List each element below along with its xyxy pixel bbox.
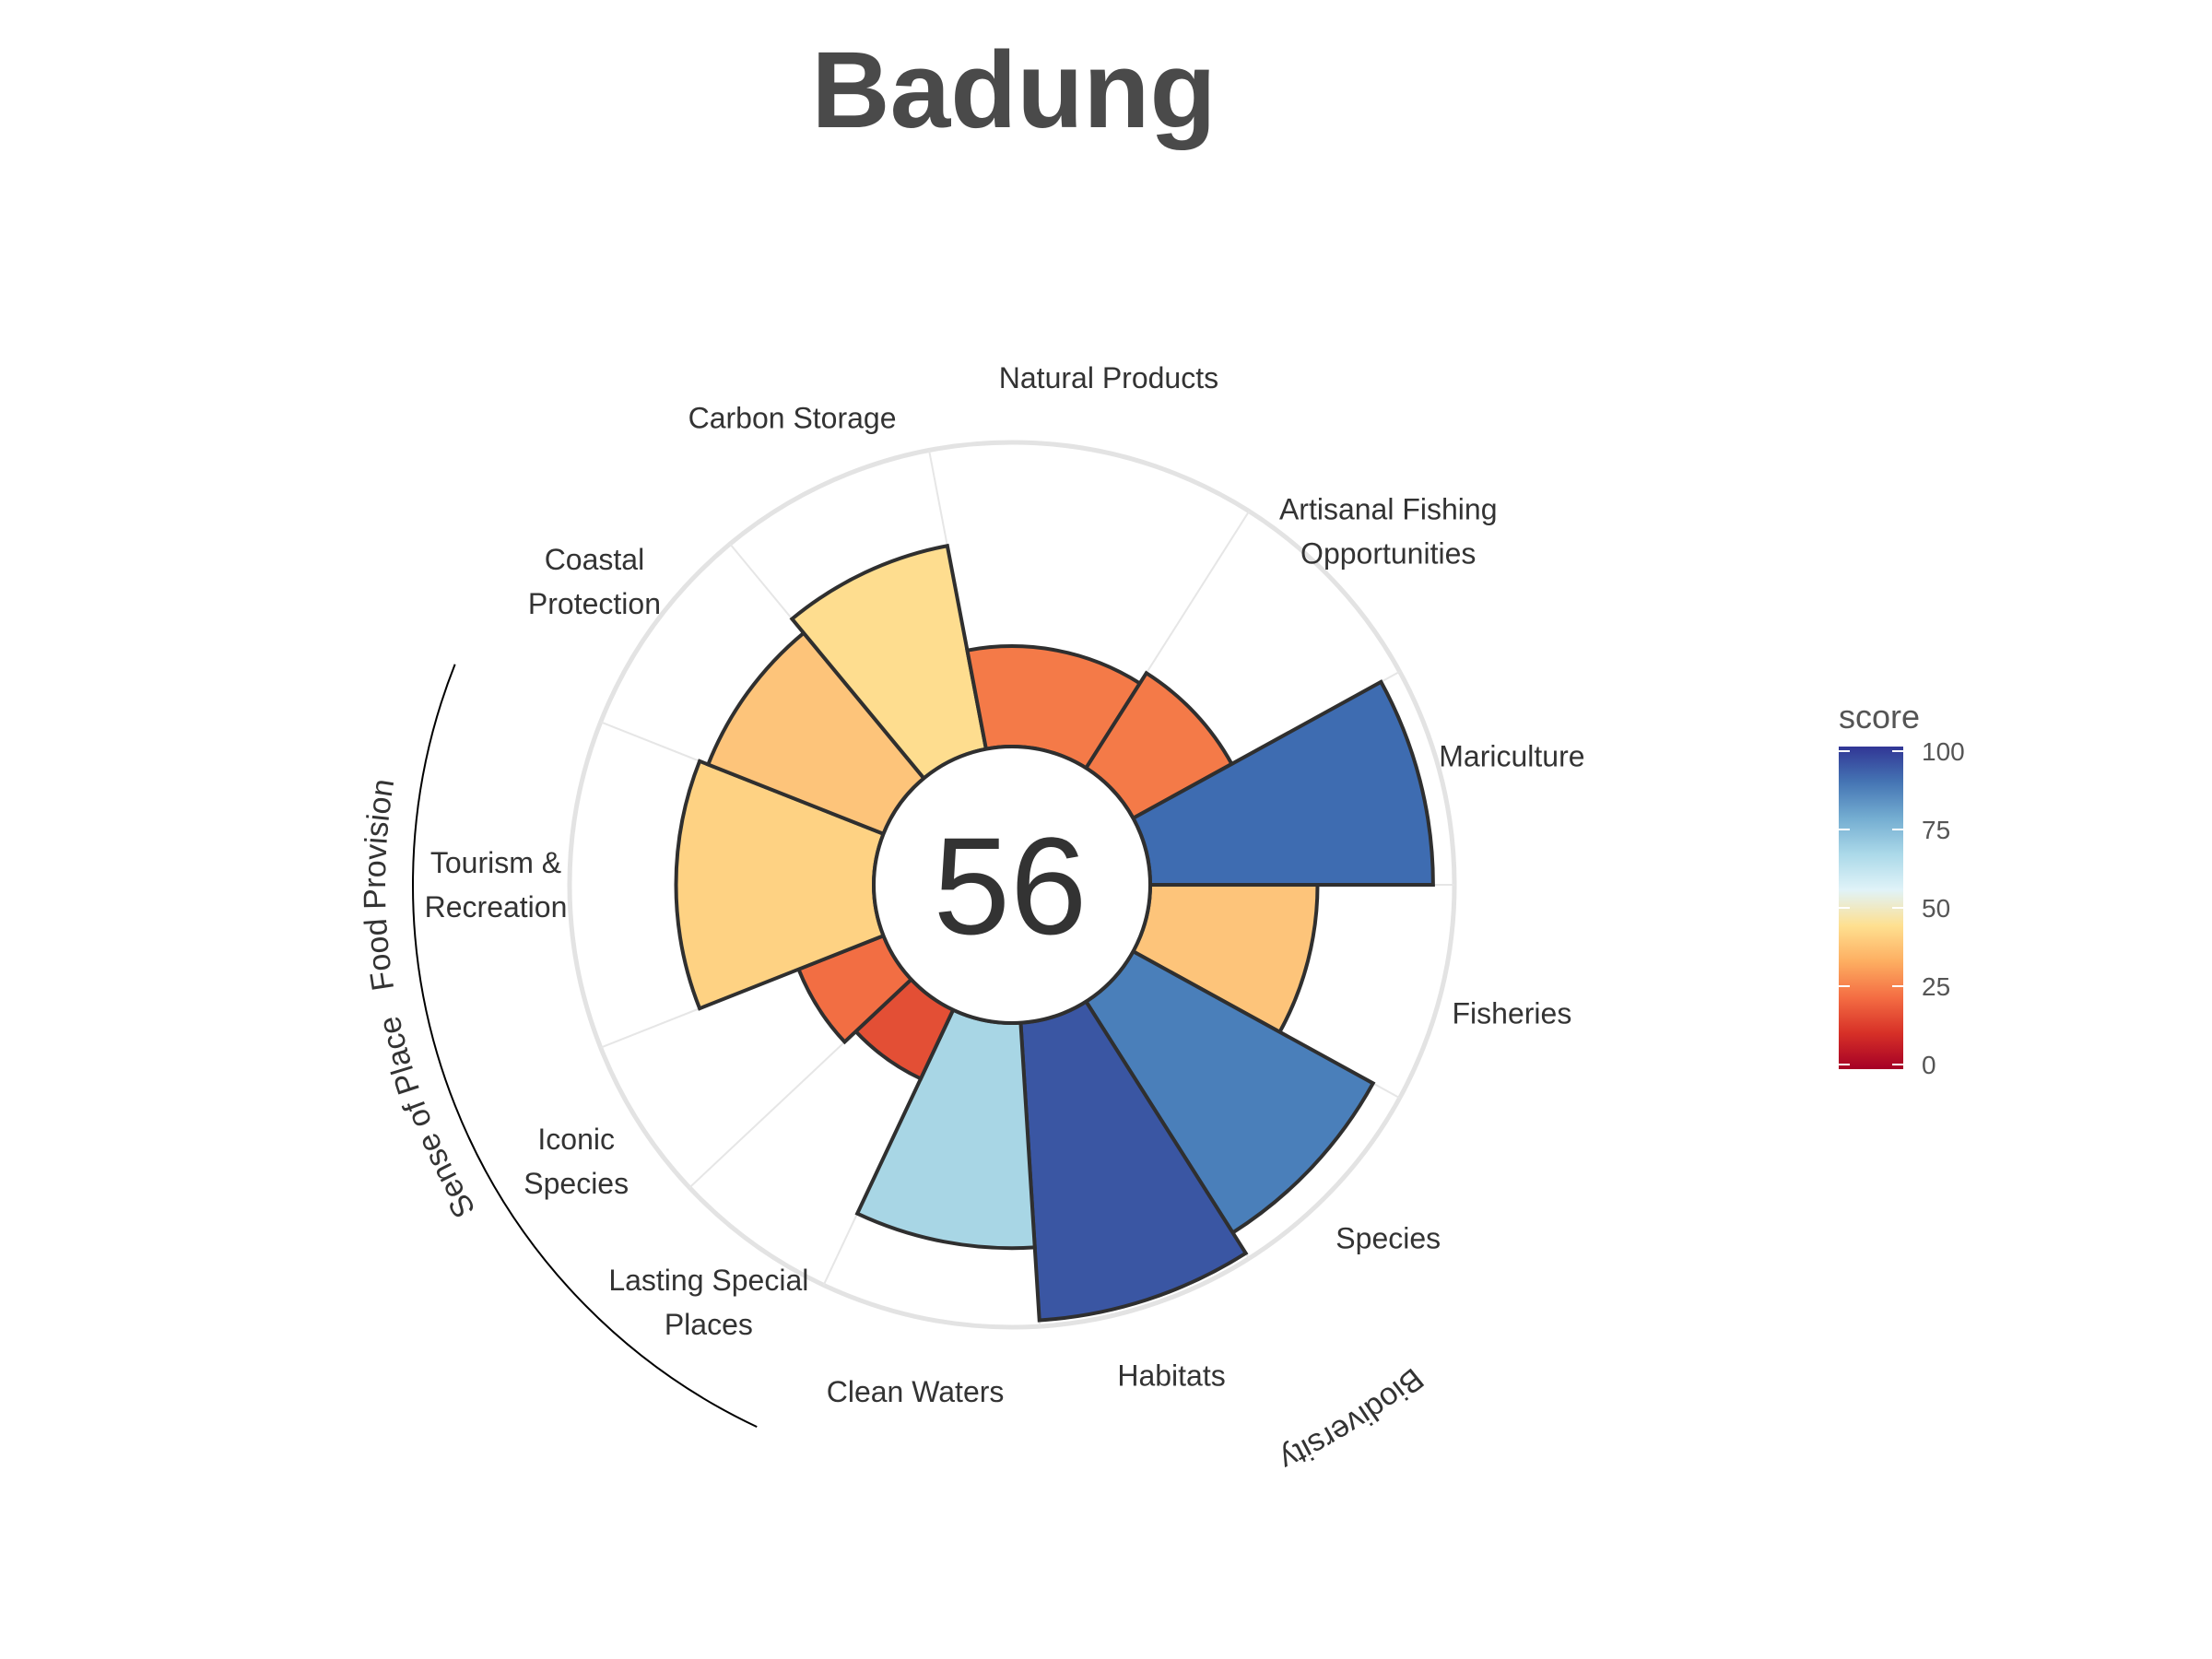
goal-label-iconic-species: Iconic Species <box>524 1123 629 1200</box>
goal-label-line: Fisheries <box>1453 996 1572 1030</box>
goal-label-lasting-special-places: Lasting Special Places <box>608 1264 808 1341</box>
goal-label-line: Places <box>665 1308 753 1341</box>
center-score: 56 <box>934 808 1088 963</box>
goal-label-line: Protection <box>528 587 661 620</box>
goal-label-line: Species <box>1335 1221 1441 1254</box>
goal-label-carbon-storage: Carbon Storage <box>688 401 897 434</box>
group-label-text: Biodiversity <box>1275 1361 1430 1477</box>
center-circle <box>872 745 1152 1025</box>
group-label-food-provision: Food Provision <box>358 776 401 993</box>
goal-label-mariculture: Mariculture <box>1439 740 1584 773</box>
legend-title: score <box>1839 698 1920 735</box>
group-label-text: Sense of Place <box>371 1013 482 1224</box>
group-label-text: Food Provision <box>358 776 401 993</box>
legend-tick-label: 75 <box>1922 816 1950 844</box>
goal-label-tourism-and-recreation: Tourism & Recreation <box>425 846 568 924</box>
goal-label-habitats: Habitats <box>1117 1359 1225 1393</box>
goal-label-clean-waters: Clean Waters <box>827 1375 1005 1408</box>
goal-label-line: Lasting Special <box>608 1264 808 1297</box>
goal-label-line: Habitats <box>1117 1359 1225 1393</box>
goal-label-species: Species <box>1335 1221 1441 1254</box>
legend: score 0 25 50 75 100 <box>1839 698 1965 1079</box>
goal-label-line: Mariculture <box>1439 740 1584 773</box>
goal-label-line: Species <box>524 1167 629 1200</box>
goal-label-line: Coastal <box>545 543 645 576</box>
legend-tick-label: 25 <box>1922 972 1950 1001</box>
center: 56 <box>872 745 1152 1025</box>
legend-tick-label: 100 <box>1922 737 1965 766</box>
group-arc-sense-of-place <box>412 664 758 1429</box>
goal-label-line: Iconic <box>537 1123 615 1156</box>
goal-label-line: Tourism & <box>430 846 561 879</box>
goal-labels: Fisheries Species Habitats Clean Waters Last… <box>425 361 1585 1408</box>
goal-label-fisheries: Fisheries <box>1453 996 1572 1030</box>
goal-label-coastal-protection: Coastal Protection <box>528 543 661 620</box>
legend-tick-label: 50 <box>1922 894 1950 923</box>
goal-label-line: Carbon Storage <box>688 401 897 434</box>
goal-label-natural-products: Natural Products <box>999 361 1218 394</box>
goal-label-line: Artisanal Fishing <box>1279 493 1498 526</box>
goal-label-line: Clean Waters <box>827 1375 1005 1408</box>
goal-label-line: Natural Products <box>999 361 1218 394</box>
goal-label-line: Recreation <box>425 890 568 924</box>
petals <box>674 543 1435 1323</box>
legend-tick-label: 0 <box>1922 1051 1936 1079</box>
goal-label-artisanal-fishing-opportunities: Artisanal Fishing Opportunities <box>1279 493 1498 571</box>
chart-title: Badung <box>811 29 1217 151</box>
group-label-sense-of-place: Sense of Place <box>371 1013 482 1224</box>
goal-label-line: Opportunities <box>1300 537 1476 571</box>
group-label-biodiversity: Biodiversity <box>1275 1361 1430 1477</box>
